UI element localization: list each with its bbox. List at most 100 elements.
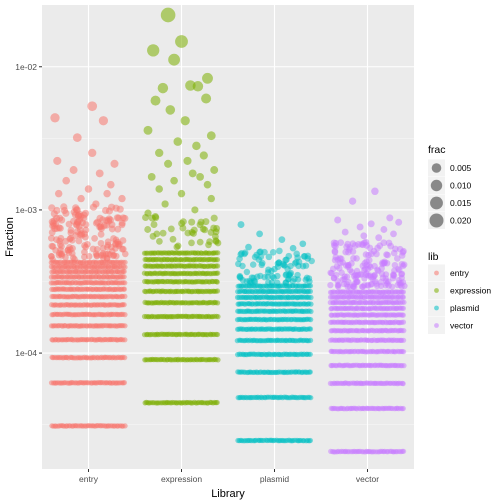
data-point: [164, 159, 173, 168]
data-point: [395, 218, 403, 226]
data-point: [350, 272, 358, 280]
data-point: [76, 231, 84, 239]
data-point: [93, 252, 100, 259]
data-point: [62, 176, 71, 185]
data-point: [248, 274, 256, 281]
data-point: [307, 437, 313, 444]
data-point: [265, 253, 273, 261]
data-point: [338, 269, 345, 276]
data-point: [400, 289, 406, 295]
data-point: [394, 255, 401, 262]
data-point: [82, 221, 90, 229]
data-point: [122, 423, 128, 429]
data-point: [121, 268, 127, 275]
data-point: [180, 116, 190, 126]
data-point: [353, 267, 361, 275]
y-axis-title: Fraction: [4, 217, 16, 257]
data-point: [114, 225, 122, 233]
data-point: [156, 238, 163, 245]
data-point: [400, 305, 406, 311]
data-point: [367, 220, 375, 228]
data-point: [76, 226, 84, 234]
data-point: [214, 399, 220, 406]
data-point: [88, 148, 97, 158]
data-point: [119, 237, 127, 244]
data-point: [157, 82, 169, 94]
data-point: [188, 169, 197, 178]
data-point: [81, 253, 88, 261]
data-point: [53, 156, 62, 165]
data-point: [367, 263, 374, 271]
data-point: [392, 245, 399, 253]
data-point: [122, 264, 128, 270]
data-point: [190, 226, 198, 234]
data-point: [110, 159, 119, 168]
data-point: [360, 232, 368, 240]
data-point: [48, 242, 56, 250]
data-point: [69, 166, 78, 174]
data-point: [98, 116, 109, 126]
data-point: [210, 214, 218, 222]
data-point: [214, 331, 221, 338]
data-point: [119, 214, 127, 222]
data-point: [308, 337, 314, 343]
size-legend: frac 0.005 0.010 0.015 0.020: [428, 144, 472, 229]
plot-panel: [42, 5, 414, 469]
data-point: [269, 249, 277, 256]
data-point: [69, 244, 76, 252]
data-point: [400, 261, 408, 268]
data-point: [308, 301, 314, 307]
data-point: [92, 200, 100, 208]
data-point: [96, 214, 104, 222]
data-point: [74, 212, 82, 220]
data-point: [261, 248, 268, 256]
data-point: [122, 355, 128, 361]
data-point: [207, 194, 215, 203]
data-point: [285, 252, 293, 260]
data-point: [214, 279, 220, 285]
color-legend-label: plasmid: [450, 303, 480, 313]
data-point: [377, 282, 385, 290]
data-point: [106, 251, 114, 258]
data-point: [215, 357, 221, 363]
data-point: [400, 294, 406, 300]
data-point: [400, 319, 407, 325]
data-point: [77, 194, 85, 203]
data-point: [92, 219, 100, 227]
data-point: [308, 294, 314, 301]
data-point: [210, 166, 219, 174]
data-point: [89, 245, 97, 253]
data-point: [50, 113, 60, 123]
data-point: [73, 220, 81, 228]
data-point: [401, 448, 407, 454]
data-point: [68, 236, 76, 244]
data-point: [65, 249, 73, 256]
data-point: [337, 259, 344, 267]
data-point: [390, 271, 397, 278]
data-point: [359, 283, 367, 290]
data-point: [144, 226, 152, 233]
data-point: [161, 200, 169, 208]
data-point: [308, 317, 314, 323]
data-point: [282, 271, 289, 279]
data-point: [165, 105, 176, 115]
data-point: [48, 218, 56, 226]
data-point: [105, 207, 113, 215]
data-point: [259, 259, 266, 267]
data-point: [401, 349, 407, 355]
data-point: [191, 206, 199, 214]
data-point: [122, 312, 128, 318]
x-tick-label: vector: [356, 474, 379, 484]
data-point: [278, 236, 286, 243]
y-tick-label: 1e-03: [15, 205, 37, 215]
x-axis: entry expression plasmid vector: [79, 469, 379, 484]
data-point: [170, 176, 178, 185]
data-point: [348, 197, 357, 205]
x-tick-label: plasmid: [260, 474, 290, 484]
data-point: [396, 245, 404, 253]
size-legend-label: 0.005: [450, 163, 472, 173]
data-point: [371, 187, 379, 196]
data-point: [151, 212, 159, 221]
data-point: [334, 216, 342, 224]
data-point: [307, 326, 314, 332]
